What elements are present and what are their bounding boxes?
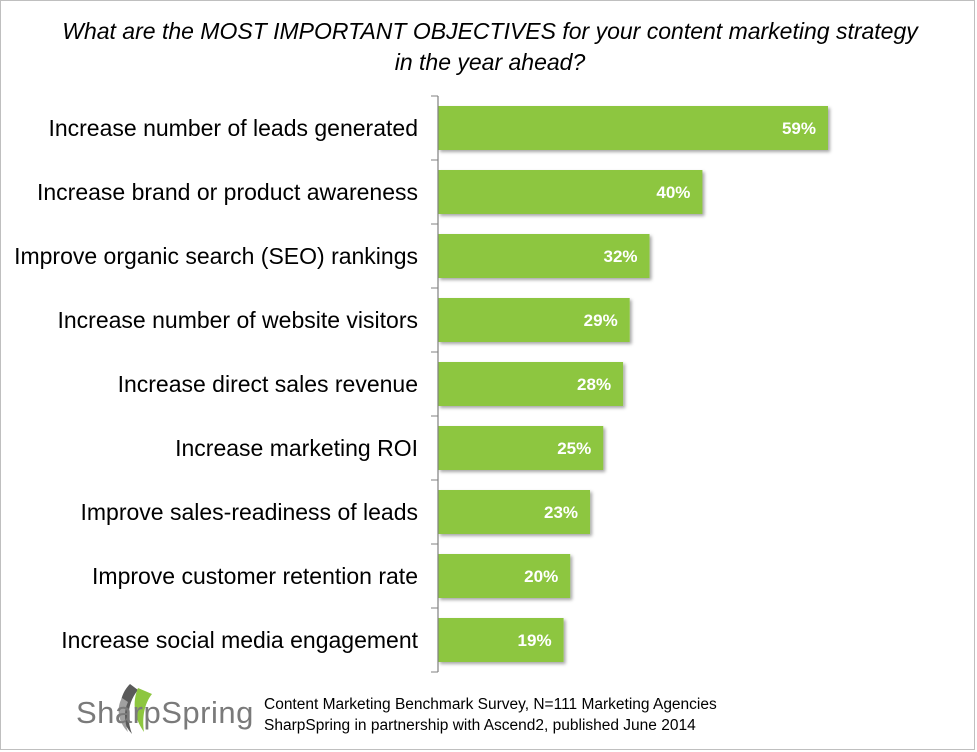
value-label-2: 40% [656,183,690,202]
bar-2 [438,170,703,214]
category-label-6: Increase marketing ROI [175,435,418,461]
bar-9 [438,618,564,662]
category-label-4: Increase number of website visitors [58,307,419,333]
category-label-3: Improve organic search (SEO) rankings [14,243,418,269]
source-note: Content Marketing Benchmark Survey, N=11… [264,694,717,736]
category-label-1: Increase number of leads generated [48,115,418,141]
bar-chart: Increase number of leads generated 59% Inc… [14,95,828,673]
bar-5 [438,362,624,406]
value-label-8: 20% [524,567,558,586]
value-label-5: 28% [577,375,611,394]
source-line-2: SharpSpring in partnership with Ascend2,… [264,717,696,734]
value-label-6: 25% [557,439,591,458]
bar-4 [438,298,630,342]
bar-7 [438,490,591,534]
chart-title: What are the MOST IMPORTANT OBJECTIVES f… [62,18,918,75]
category-label-9: Increase social media engagement [61,627,418,653]
category-label-5: Increase direct sales revenue [118,371,418,397]
sharpspring-logo-icon [118,684,152,734]
bar-6 [438,426,604,470]
value-label-1: 59% [782,119,816,138]
bar-8 [438,554,571,598]
source-line-1: Content Marketing Benchmark Survey, N=11… [264,696,717,713]
value-label-7: 23% [544,503,578,522]
bar-1 [438,106,828,150]
category-label-8: Improve customer retention rate [92,563,418,589]
value-label-4: 29% [584,311,618,330]
category-label-2: Increase brand or product awareness [37,179,418,205]
value-label-9: 19% [518,631,552,650]
bar-3 [438,234,650,278]
value-label-3: 32% [603,247,637,266]
logo-text: SharpSpring [76,695,254,730]
category-label-7: Improve sales-readiness of leads [81,499,419,525]
